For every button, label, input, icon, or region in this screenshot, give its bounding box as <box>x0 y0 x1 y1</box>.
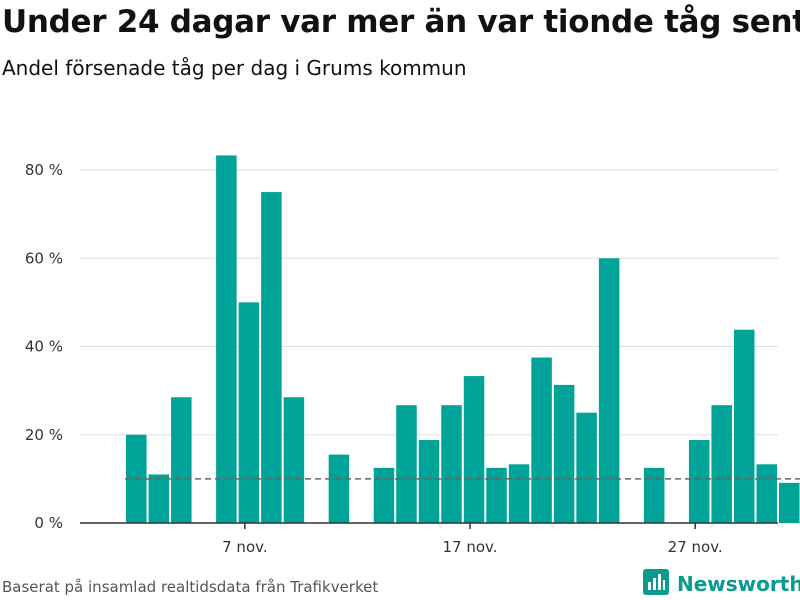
brand-logo[interactable]: Newsworthy <box>643 569 800 599</box>
y-tick-label: 0 % <box>34 514 63 532</box>
grid-lines <box>80 169 778 436</box>
bar <box>463 376 485 523</box>
bar <box>238 302 260 523</box>
bar <box>508 464 530 523</box>
bar <box>148 474 170 523</box>
y-tick-label: 80 % <box>25 161 63 179</box>
bar <box>486 467 507 523</box>
y-tick-label: 60 % <box>25 249 63 267</box>
chart-subtitle: Andel försenade tåg per dag i Grums komm… <box>2 56 467 80</box>
bar <box>733 329 755 523</box>
bar-chart-icon <box>643 569 669 599</box>
bars <box>126 155 800 523</box>
bar <box>283 397 305 523</box>
bar <box>261 192 282 523</box>
x-tick-label: 27 nov. <box>668 538 723 556</box>
bar <box>643 467 665 523</box>
axes: 0 % 20 % 40 % 60 % 80 % 7 nov. 17 nov. 27 nov. <box>25 161 778 556</box>
bar <box>711 405 732 523</box>
bar <box>373 467 395 523</box>
bar <box>171 397 192 523</box>
bar <box>216 155 237 523</box>
bar <box>396 405 417 523</box>
brand-name: Newsworthy <box>677 572 800 596</box>
bar <box>598 258 620 523</box>
bar <box>441 405 462 523</box>
bar <box>576 412 597 523</box>
y-tick-label: 40 % <box>25 338 63 356</box>
bar <box>418 440 440 523</box>
bar <box>553 384 575 523</box>
y-tick-label: 20 % <box>25 426 63 444</box>
chart-title: Under 24 dagar var mer än var tionde tåg… <box>2 4 800 40</box>
bar <box>688 440 710 523</box>
bar <box>756 464 777 523</box>
source-note: Baserat på insamlad realtidsdata från Tr… <box>2 578 379 596</box>
x-tick-label: 7 nov. <box>222 538 267 556</box>
bar <box>328 454 350 523</box>
bar <box>779 482 800 523</box>
x-tick-label: 17 nov. <box>443 538 498 556</box>
bar <box>531 357 552 523</box>
